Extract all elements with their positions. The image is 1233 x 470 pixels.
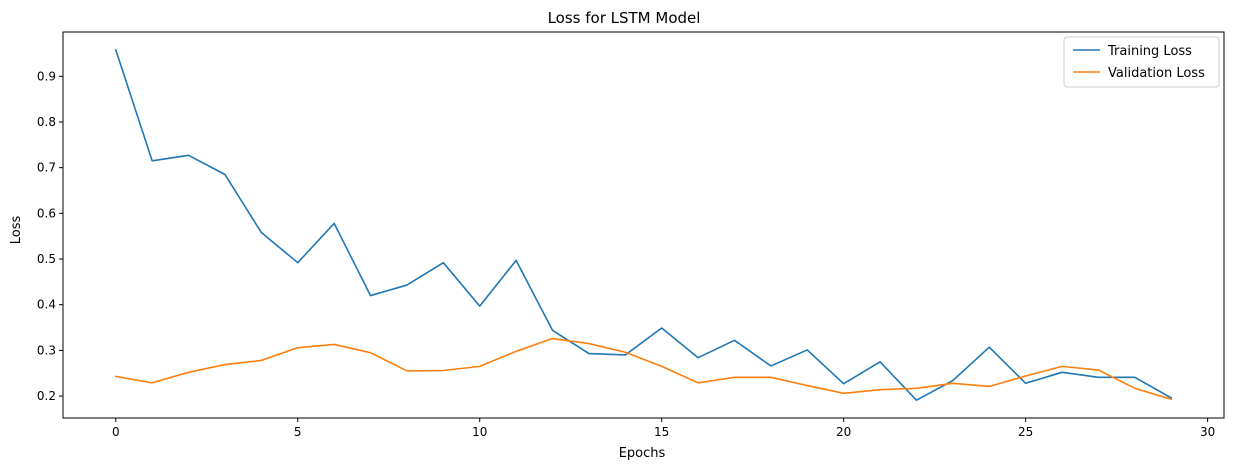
plot-area [62, 31, 1225, 419]
y-axis-label: Loss [9, 216, 24, 245]
legend-label: Training Loss [1107, 44, 1192, 59]
x-tick-label: 15 [654, 425, 669, 439]
y-tick-label: 0.2 [37, 389, 56, 403]
x-tick-label: 20 [836, 425, 851, 439]
x-axis-label: Epochs [619, 446, 666, 461]
y-tick-label: 0.4 [37, 298, 56, 312]
chart-title: Loss for LSTM Model [548, 9, 701, 27]
y-tick-label: 0.8 [37, 115, 56, 129]
y-tick-label: 0.7 [37, 161, 56, 175]
x-tick-label: 10 [472, 425, 487, 439]
x-axis-ticks: 0 5 10 15 20 25 30 [112, 418, 1215, 439]
series-line-training-loss [114, 48, 1173, 401]
series-layer [114, 48, 1173, 401]
y-tick-label: 0.5 [37, 252, 56, 266]
plot-frame [62, 31, 1225, 419]
x-tick-label: 25 [1018, 425, 1033, 439]
x-tick-label: 0 [112, 425, 120, 439]
y-tick-label: 0.3 [37, 343, 56, 357]
x-tick-label: 5 [294, 425, 302, 439]
y-tick-label: 0.6 [37, 206, 56, 220]
legend-box [1063, 36, 1220, 88]
y-tick-label: 0.9 [37, 69, 56, 83]
y-axis-ticks: 0.2 0.3 0.4 0.5 0.6 0.7 0.8 0.9 [37, 69, 63, 403]
x-tick-label: 30 [1200, 425, 1215, 439]
legend-label: Validation Loss [1108, 66, 1205, 81]
legend: Training Loss Validation Loss [1063, 36, 1220, 88]
series-line-validation-loss [114, 337, 1173, 401]
